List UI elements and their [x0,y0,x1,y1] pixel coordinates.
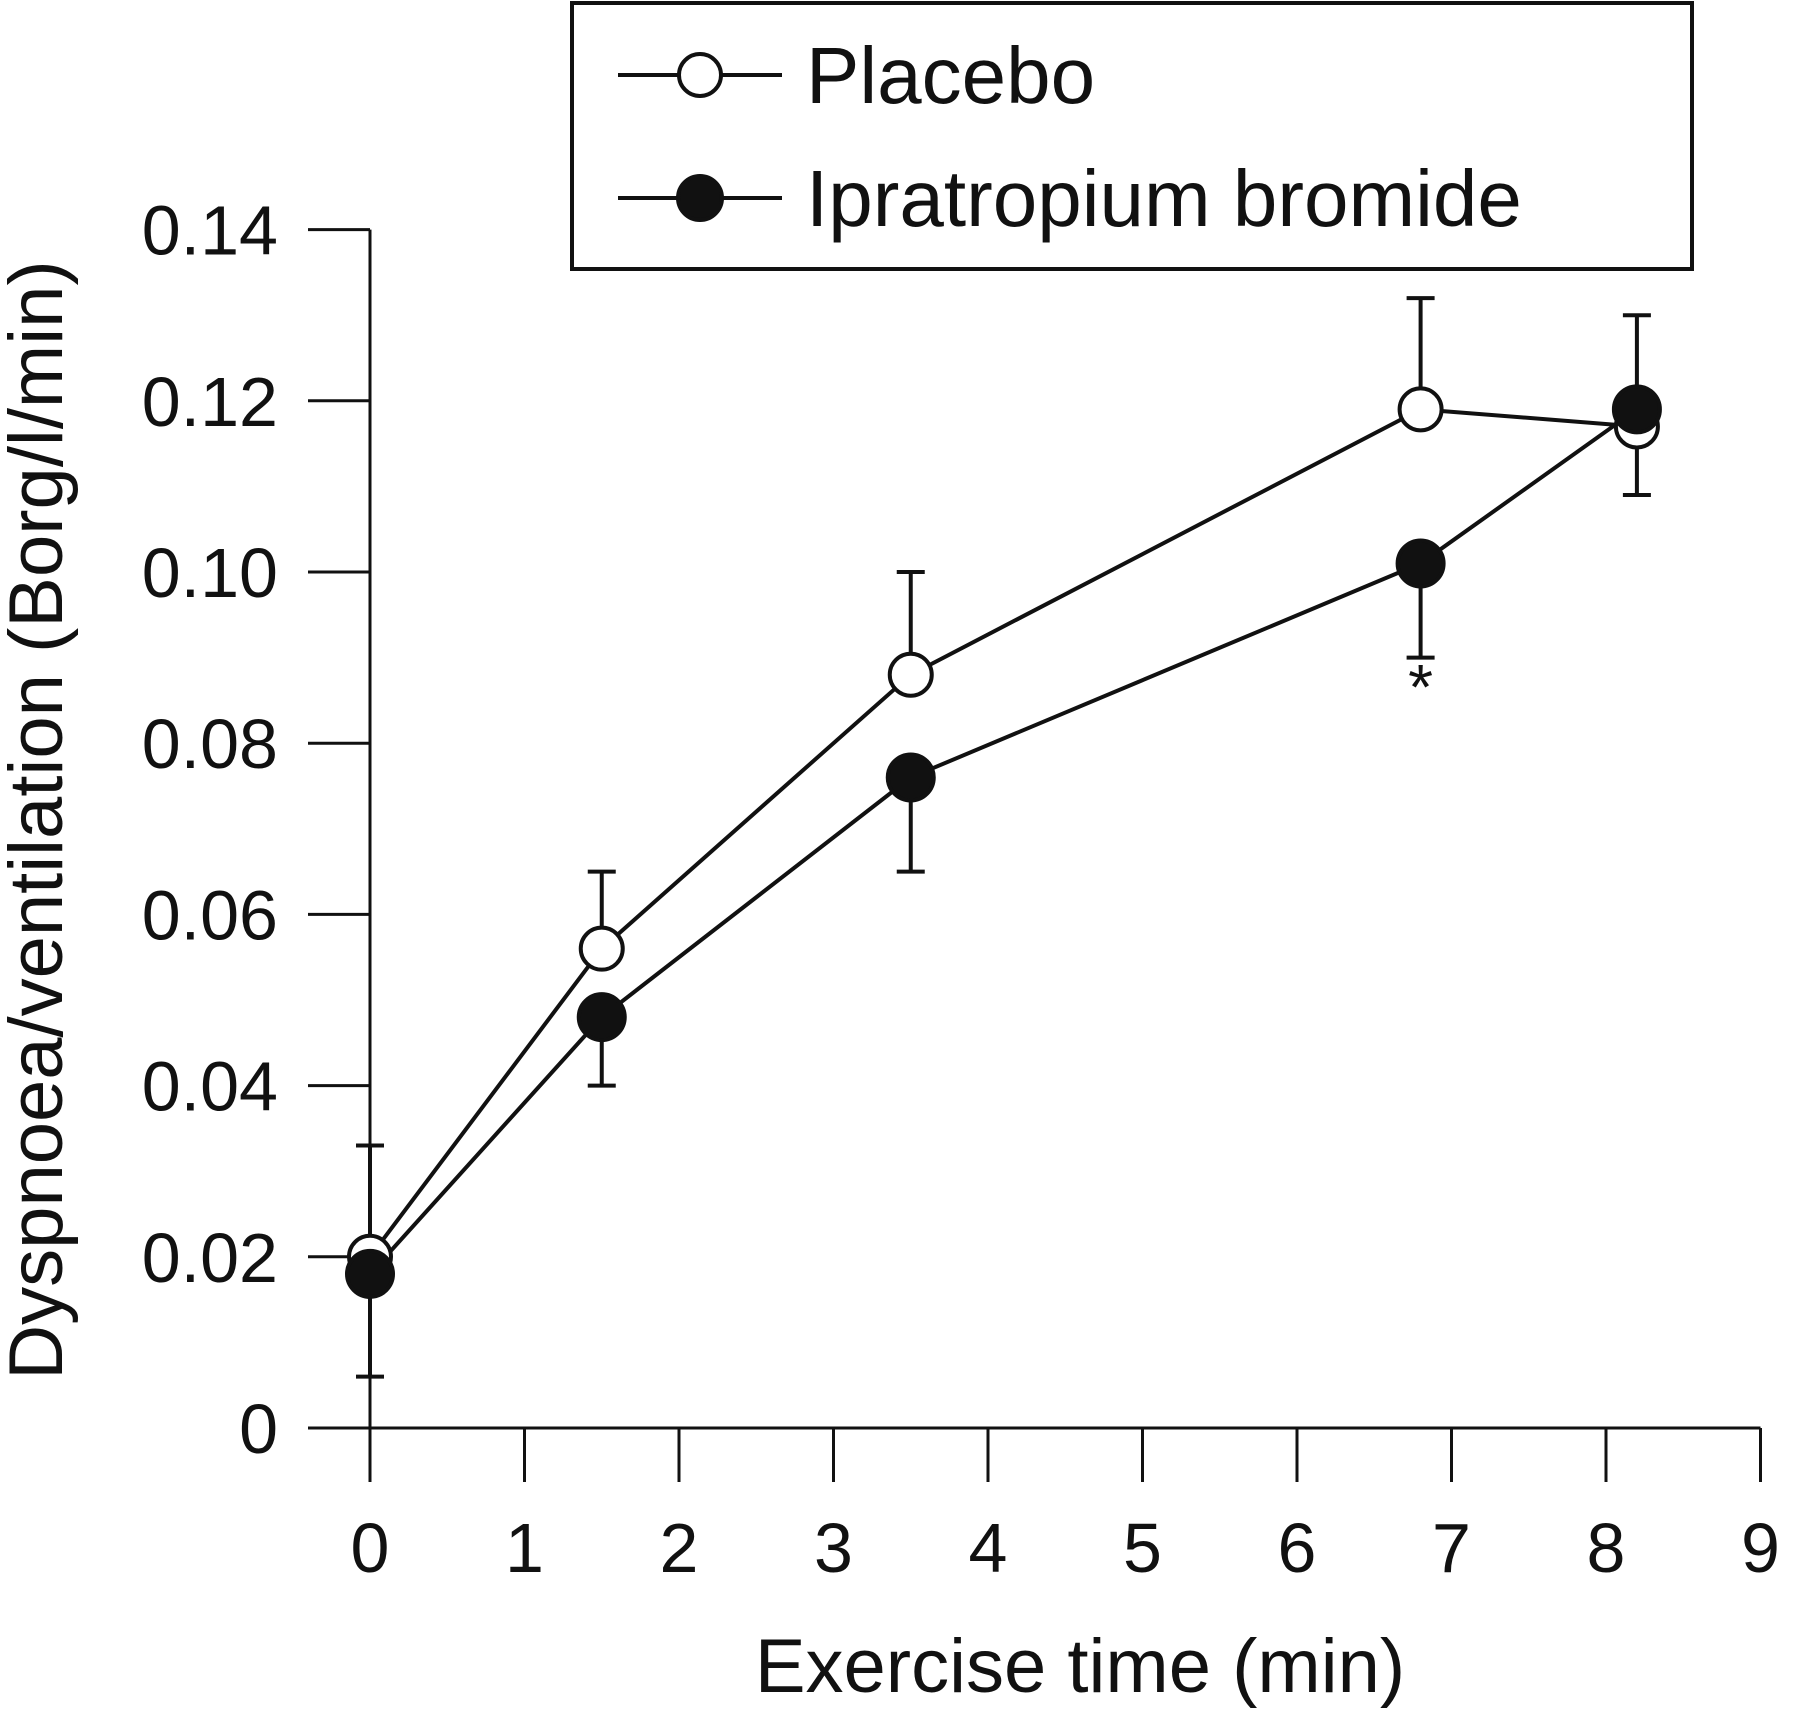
y-tick-label: 0.04 [142,1048,278,1126]
series-layer [345,296,1662,1379]
y-axis-title: Dyspnoea/ventilation (Borg/l/min) [0,260,79,1379]
y-tick-label: 0.14 [142,192,278,270]
y-tick-label: 0.12 [142,363,278,441]
y-tick-label: 0 [239,1390,278,1468]
legend-label-ipratropium: Ipratropium bromide [806,154,1522,243]
y-tick-label: 0.06 [142,876,278,954]
data-point-ipratropium [345,1248,395,1299]
x-axis-title: Exercise time (min) [755,1624,1405,1709]
data-point-ipratropium [576,992,627,1043]
x-tick-label: 4 [969,1509,1008,1587]
y-tick-label: 0.08 [142,705,278,783]
legend-marker-placebo [677,52,723,98]
significance-asterisk: * [1408,651,1433,723]
x-tick-label: 3 [814,1509,853,1587]
x-tick-label: 9 [1741,1509,1780,1587]
axis-ticks: 0 0.02 0.04 0.06 0.08 0.10 0.12 0.14 0 1 2 3 4 5 6 7 8 9 [142,192,1780,1587]
x-tick-label: 6 [1278,1509,1317,1587]
legend: Placebo Ipratropium bromide [570,1,1694,271]
series-line-ipratropium [368,407,1639,1276]
x-tick-label: 8 [1587,1509,1626,1587]
data-point-placebo [578,925,625,972]
x-tick-label: 5 [1123,1509,1162,1587]
data-point-placebo [887,651,934,698]
data-point-placebo [1397,386,1444,433]
legend-label-placebo: Placebo [806,31,1095,120]
data-point-ipratropium [1395,538,1446,589]
legend-box [570,1,1694,271]
data-point-ipratropium [1611,384,1662,435]
legend-marker-ipratropium [676,174,724,222]
x-tick-label: 0 [351,1509,390,1587]
x-tick-label: 1 [505,1509,544,1587]
annotations: * [1408,651,1433,723]
data-point-ipratropium [885,752,936,803]
x-tick-label: 7 [1432,1509,1471,1587]
y-tick-label: 0.10 [142,534,278,612]
series-line-placebo [368,407,1638,1259]
y-tick-label: 0.02 [142,1219,278,1297]
x-tick-label: 2 [660,1509,699,1587]
